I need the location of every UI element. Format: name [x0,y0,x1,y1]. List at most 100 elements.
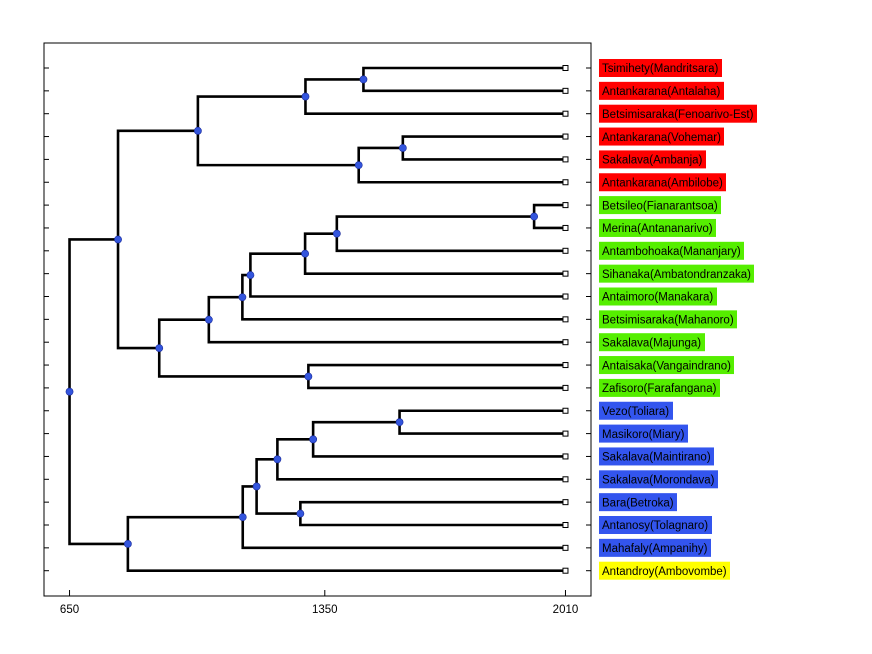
leaf-marker [562,156,569,163]
leaf-label: Antandroy(Ambovombe) [602,566,727,578]
leaf-label: Antambohoaka(Mananjary) [602,246,741,258]
leaf-label: Masikoro(Miary) [602,429,685,441]
merge-node [273,455,282,464]
leaf-marker [562,179,569,186]
leaf-label-bg [599,493,677,512]
leaf-marker [562,384,569,391]
leaf-label-bg [599,516,712,534]
branch [304,78,566,115]
leaf-marker [562,247,569,254]
leaf-label: Betsimisaraka(Fenoarivo-Est) [602,109,754,121]
leaf-label: Antanosy(Tolagnaro) [602,520,708,532]
leaf-label-bg [599,401,673,420]
leaf-label: Zafisoro(Farafangana) [602,383,717,395]
leaf-label: Sakalava(Majunga) [602,337,701,349]
leaf-marker [562,430,569,437]
leaf-label: Sihanaka(Ambatondranzaka) [602,269,751,281]
merge-node [238,513,247,522]
leaf-label: Mahafaly(Ampanihy) [602,543,708,555]
leaf-label: Betsimisaraka(Mahanoro) [602,315,734,327]
leaf-marker [562,293,569,300]
leaf-labels: Tsimihety(Mandritsara) Antankarana(Antala… [599,59,757,580]
leaf-label: Tsimihety(Mandritsara) [602,63,718,75]
leaf-marker [562,499,569,506]
leaf-label-bg [599,356,734,375]
leaf-label-bg [599,424,688,443]
leaf-marker [562,87,569,94]
leaf-label-bg [599,59,722,77]
leaf-label-bg [599,104,757,123]
leaf-label: Sakalava(Maintirano) [602,452,711,464]
leaf-marker [562,65,569,71]
leaf-label-bg [599,196,721,215]
leaf-marker [562,110,569,117]
leaf-label-bg [599,81,724,100]
leaf-marker [562,270,569,277]
branch [196,95,359,167]
leaf-label: Merina(Antananarivo) [602,223,713,235]
merge-node [246,271,255,279]
branch [398,409,566,435]
leaf-marker [562,567,569,574]
branch [157,318,309,378]
leaf-label: Antaisaka(Vangaindrano) [602,360,731,372]
merge-node [204,315,213,324]
leaf-marker [562,522,569,528]
merge-node [530,212,539,221]
merge-node [301,249,310,258]
branch [335,215,566,253]
leaf-label-bg [599,561,730,580]
leaf-marker [562,407,569,414]
x-tick-label: 2010 [553,604,579,616]
leaf-marker [562,362,569,369]
leaf-label: Sakalava(Morondava) [602,475,715,487]
branch [276,438,566,481]
leaf-label-bg [599,378,720,397]
leaf-marker [562,316,569,323]
dendrogram-branches [68,66,566,572]
leaf-markers [562,65,569,574]
merge-node [123,540,132,548]
merge-node [398,144,407,152]
x-tick-label: 1350 [312,604,338,616]
merge-node [332,229,341,238]
leaf-marker [562,224,569,231]
leaf-label-bg [599,287,717,306]
leaf-label: Antankarana(Antalaha) [602,86,720,98]
merge-node [65,387,74,396]
merge-node [238,293,247,302]
branch [311,420,566,458]
merge-node [354,161,363,170]
leaf-marker [562,339,569,346]
x-tick-label: 650 [60,604,79,616]
leaf-label-bg [599,218,716,237]
axis-ticks: 650 1350 2010 [44,67,591,616]
merge-node [301,92,310,101]
leaf-label-bg [599,173,726,192]
merge-node [252,482,261,491]
leaf-label: Antankarana(Ambilobe) [602,177,723,189]
leaf-marker [562,133,569,140]
leaf-marker [562,476,569,483]
branch [303,232,566,275]
leaf-label: Antaimoro(Manakara) [602,292,713,304]
leaf-label: Bara(Betroka) [602,497,674,509]
merge-node [304,372,313,381]
leaf-label-bg [599,127,724,146]
leaf-label-bg [599,538,711,557]
leaf-label: Antankarana(Vohemar) [602,132,721,144]
branch [532,203,566,230]
leaf-label-bg [599,470,718,489]
merge-node [309,435,318,444]
leaf-label: Sakalava(Ambanja) [602,155,703,167]
leaf-label-bg [599,310,737,329]
leaf-label: Betsileo(Fianarantsoa) [602,200,718,212]
merge-node [296,509,305,518]
merge-nodes [65,75,539,548]
merge-node [155,344,164,352]
branch [401,135,566,161]
leaf-label-bg [599,447,714,466]
leaf-label-bg [599,241,744,260]
branch [299,500,566,527]
